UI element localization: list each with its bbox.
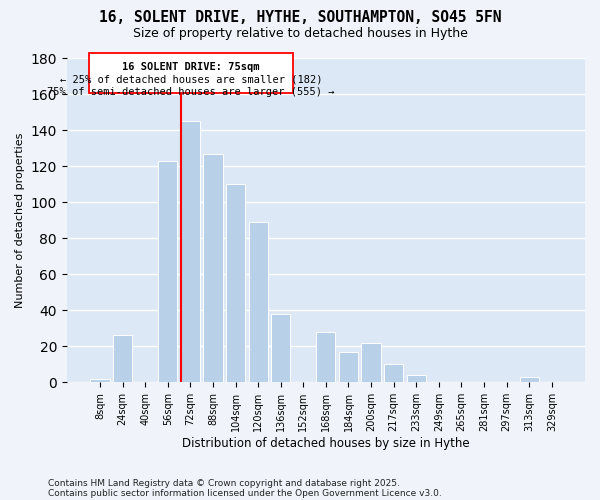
Text: 16, SOLENT DRIVE, HYTHE, SOUTHAMPTON, SO45 5FN: 16, SOLENT DRIVE, HYTHE, SOUTHAMPTON, SO… [99,10,501,25]
Text: 16 SOLENT DRIVE: 75sqm: 16 SOLENT DRIVE: 75sqm [122,62,260,72]
Bar [91,378,110,382]
FancyBboxPatch shape [89,54,293,93]
Bar [248,222,268,382]
X-axis label: Distribution of detached houses by size in Hythe: Distribution of detached houses by size … [182,437,470,450]
Text: 75% of semi-detached houses are larger (555) →: 75% of semi-detached houses are larger (… [47,87,335,97]
Text: Size of property relative to detached houses in Hythe: Size of property relative to detached ho… [133,28,467,40]
Bar [226,184,245,382]
Bar [113,336,132,382]
Bar [158,160,178,382]
Text: Contains public sector information licensed under the Open Government Licence v3: Contains public sector information licen… [48,488,442,498]
Bar [384,364,403,382]
Text: Contains HM Land Registry data © Crown copyright and database right 2025.: Contains HM Land Registry data © Crown c… [48,478,400,488]
Bar [520,377,539,382]
Y-axis label: Number of detached properties: Number of detached properties [15,132,25,308]
Bar [339,352,358,382]
Bar [271,314,290,382]
Text: ← 25% of detached houses are smaller (182): ← 25% of detached houses are smaller (18… [60,74,322,84]
Bar [407,375,426,382]
Bar [203,154,223,382]
Bar [361,342,380,382]
Bar [316,332,335,382]
Bar [181,121,200,382]
